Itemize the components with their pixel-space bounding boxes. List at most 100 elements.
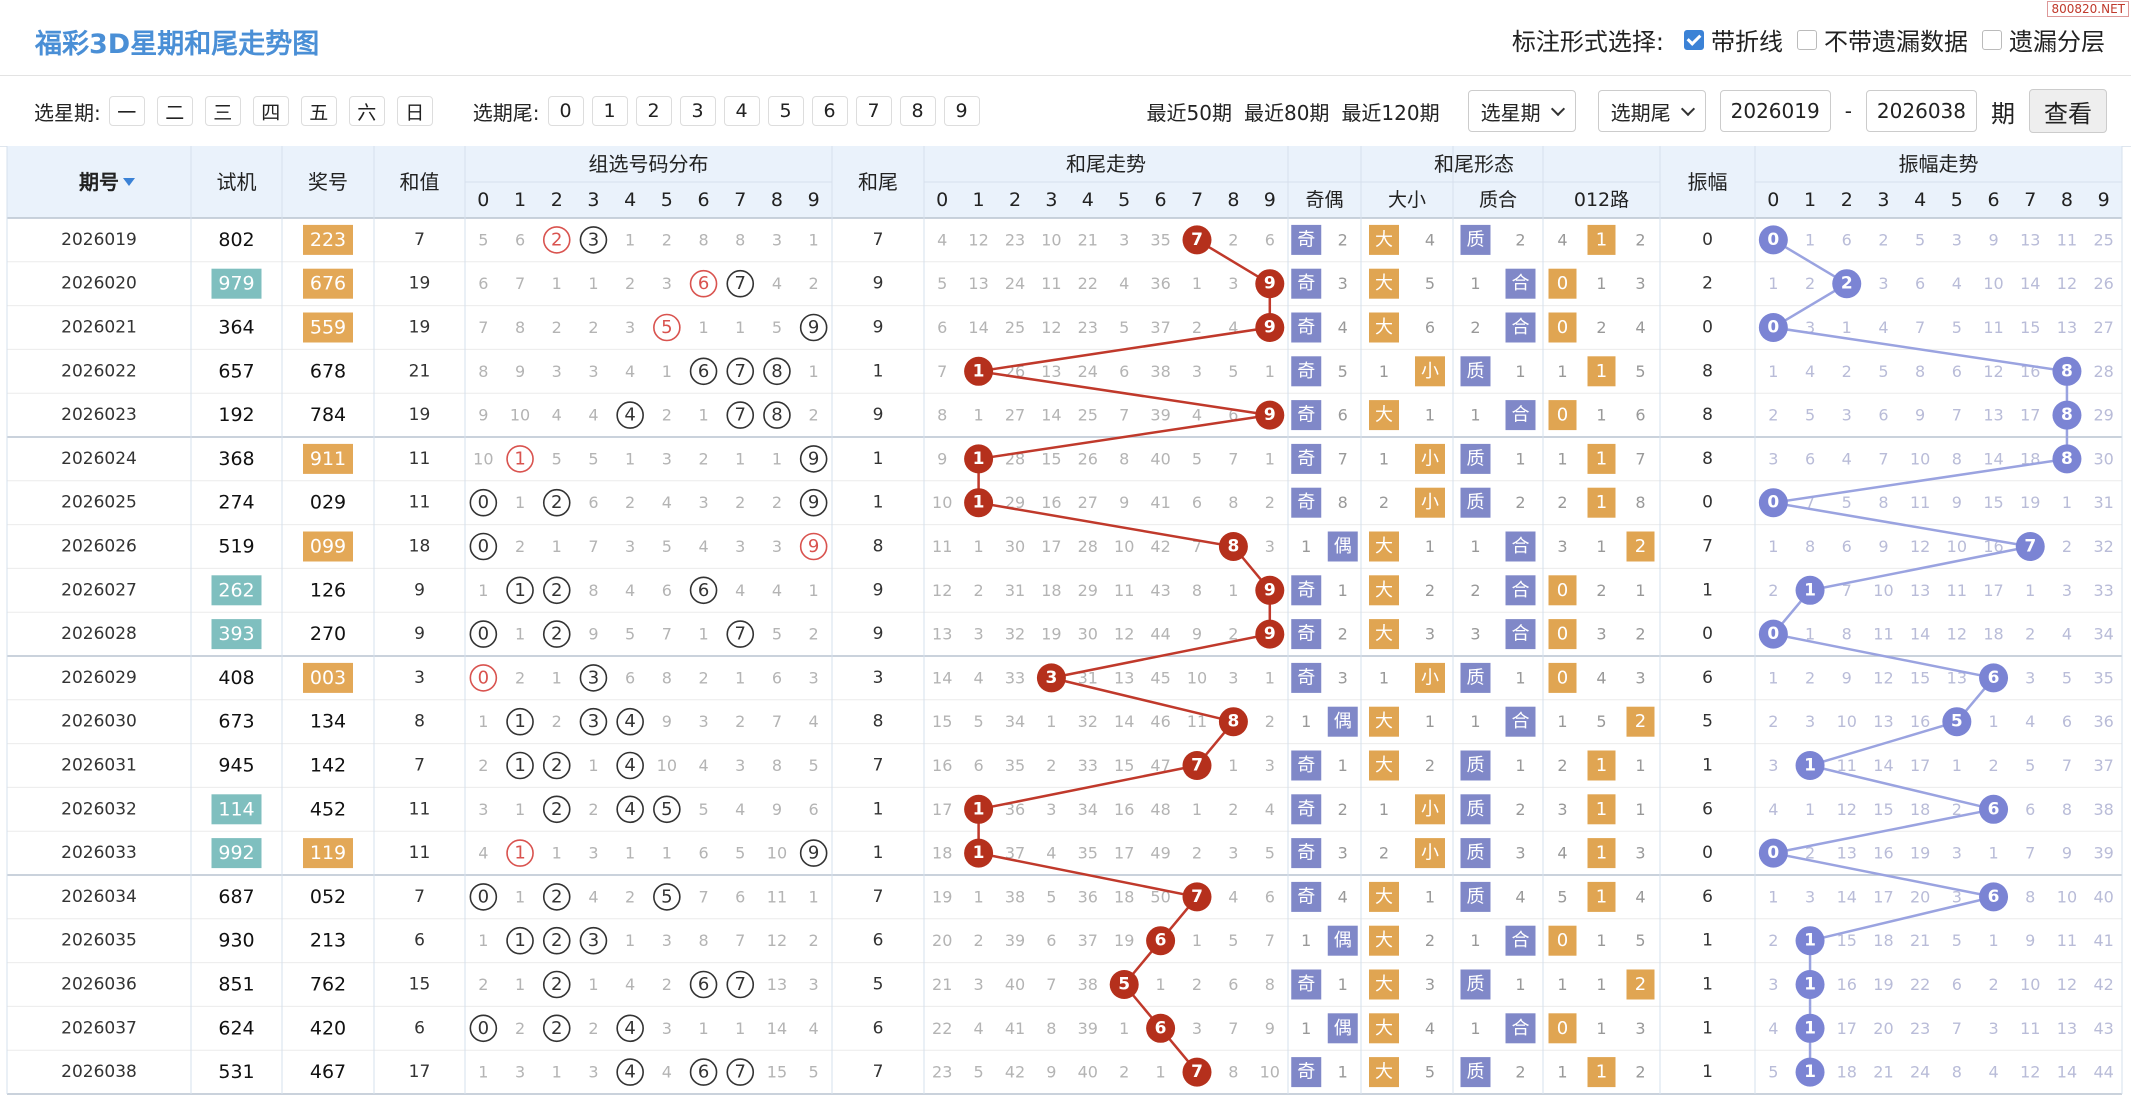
cell-text: 467 xyxy=(310,1061,346,1083)
recent-link[interactable]: 最近50期 xyxy=(1146,100,1232,125)
checkbox[interactable] xyxy=(1684,29,1704,50)
tail-button[interactable]: 7 xyxy=(855,96,892,126)
cell-text: 1 xyxy=(698,1019,708,1038)
tail-button[interactable]: 0 xyxy=(547,96,584,126)
cell-text: 13 xyxy=(1837,844,1857,863)
tail-button[interactable]: 6 xyxy=(811,96,848,126)
cell-text: 6 xyxy=(1805,449,1815,468)
cell-text: 1 xyxy=(1156,975,1166,994)
end-input[interactable]: 2026038 xyxy=(1865,90,1977,132)
tail-button[interactable]: 4 xyxy=(723,96,760,126)
cell-text: 9 xyxy=(873,580,884,600)
cell-text: 1 xyxy=(1046,712,1056,731)
cell-text: 531 xyxy=(218,1061,254,1083)
option[interactable]: 不带遗漏数据 xyxy=(1797,22,1968,57)
cell-text: 1 xyxy=(1596,799,1607,820)
form-highlight xyxy=(1291,750,1322,781)
form-highlight xyxy=(1415,487,1445,518)
cell-text: 2 xyxy=(478,756,488,775)
tail-button[interactable]: 5 xyxy=(767,96,804,126)
weekday-button[interactable]: 五 xyxy=(300,96,337,126)
cell-text: 1 xyxy=(973,843,985,863)
column-header: 振幅 xyxy=(1688,170,1728,194)
cell-text: 6 xyxy=(1952,362,1962,381)
cell-text: 24 xyxy=(1005,274,1025,293)
recent-link[interactable]: 最近80期 xyxy=(1243,100,1330,125)
cell-text: 16 xyxy=(1114,800,1134,819)
trend-ball xyxy=(1218,707,1248,737)
weekday-button[interactable]: 日 xyxy=(396,96,433,126)
cell-text: 5 xyxy=(625,625,635,644)
tail-button[interactable]: 9 xyxy=(943,96,980,126)
option[interactable]: 带折线 xyxy=(1684,22,1783,57)
cell-text: 5 xyxy=(1635,931,1645,950)
cell-text: 6 xyxy=(1702,887,1713,907)
query-button[interactable]: 查看 xyxy=(2029,89,2107,133)
form-highlight xyxy=(1327,706,1358,737)
weekday-button[interactable]: 二 xyxy=(156,96,193,126)
tail-button[interactable]: 2 xyxy=(635,96,672,126)
cell-text: 4 xyxy=(974,668,984,687)
weekday-button[interactable]: 六 xyxy=(348,96,385,126)
hit-circle xyxy=(616,401,644,429)
cell-text: 1 xyxy=(1635,800,1645,819)
cell-text: 9 xyxy=(808,317,819,338)
cell-text: 12 xyxy=(1041,318,1061,337)
tail-button[interactable]: 1 xyxy=(591,96,628,126)
checkbox[interactable] xyxy=(1797,29,1817,50)
cell-text: 15 xyxy=(767,1063,787,1082)
form-highlight xyxy=(1369,881,1399,912)
cell-text: 8 xyxy=(1635,493,1645,512)
cell-text: 2 xyxy=(1425,756,1435,775)
cell-text: 10 xyxy=(932,493,952,512)
cell-text: 3 xyxy=(1265,756,1275,775)
cell-text: 1 xyxy=(514,755,525,776)
cell-text: 2026020 xyxy=(61,274,137,294)
cell-text: 偶 xyxy=(1334,711,1352,732)
cell-text: 12 xyxy=(1947,625,1967,644)
start-input[interactable]: 2026019 xyxy=(1719,90,1831,132)
cell-text: 9 xyxy=(937,449,947,468)
tail-button[interactable]: 3 xyxy=(679,96,716,126)
weekday-button[interactable]: 一 xyxy=(108,96,145,126)
cell-text: 114 xyxy=(218,798,254,820)
weekday-button[interactable]: 三 xyxy=(204,96,241,126)
digit-header: 8 xyxy=(771,189,783,211)
cell-text: 1 xyxy=(552,537,562,556)
cell-text: 762 xyxy=(310,974,346,996)
cell-text: 42 xyxy=(2093,975,2113,994)
cell-text: 213 xyxy=(310,930,346,952)
cell-text: 12 xyxy=(968,230,988,249)
select[interactable]: 选星期 xyxy=(1467,90,1576,132)
cell-text: 6 xyxy=(1915,274,1925,293)
cell-text: 12 xyxy=(1983,362,2003,381)
select[interactable]: 选期尾 xyxy=(1597,90,1706,132)
cell-text: 4 xyxy=(1425,1019,1435,1038)
tail-button[interactable]: 8 xyxy=(899,96,936,126)
cell-text: 142 xyxy=(310,755,346,777)
hit-circle xyxy=(506,707,534,736)
cell-text: 1 xyxy=(1596,492,1607,513)
cell-text: 5 xyxy=(552,449,562,468)
cell-text: 3 xyxy=(1265,537,1275,556)
cell-text: 1 xyxy=(809,887,819,906)
cell-text: 4 xyxy=(735,800,745,819)
hit-circle xyxy=(726,970,755,999)
recent-link[interactable]: 最近120期 xyxy=(1341,100,1440,125)
weekday-button[interactable]: 四 xyxy=(252,96,289,126)
cell-text: 1 xyxy=(1379,362,1389,381)
cell-text: 5 xyxy=(974,1063,984,1082)
cell-text: 13 xyxy=(2057,1019,2077,1038)
cell-text: 小 xyxy=(1421,492,1439,513)
form-highlight xyxy=(1460,356,1491,387)
form-highlight xyxy=(1460,881,1491,912)
cell-text: 1 xyxy=(1156,1063,1166,1082)
column-header: 和尾走势 xyxy=(1066,152,1146,176)
cell-text: 1 xyxy=(1557,712,1567,731)
cell-text: 7 xyxy=(1805,493,1815,512)
cell-text: 1 xyxy=(735,318,745,337)
cell-text: 大 xyxy=(1375,405,1393,426)
checkbox[interactable] xyxy=(1982,29,2002,50)
hit-circle xyxy=(616,795,644,824)
option[interactable]: 遗漏分层 xyxy=(1982,22,2105,57)
